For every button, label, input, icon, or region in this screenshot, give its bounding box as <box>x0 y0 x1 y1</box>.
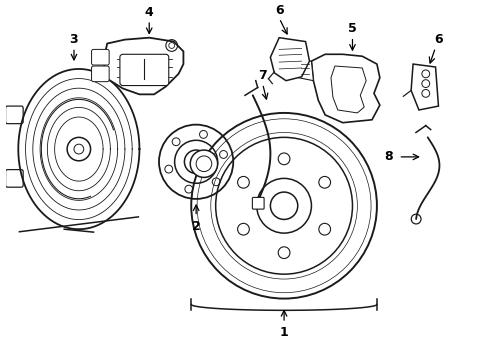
Polygon shape <box>330 66 366 113</box>
FancyBboxPatch shape <box>91 49 109 65</box>
FancyBboxPatch shape <box>252 197 264 209</box>
Text: 7: 7 <box>258 69 266 82</box>
FancyBboxPatch shape <box>5 170 23 187</box>
FancyBboxPatch shape <box>91 66 109 82</box>
Text: 6: 6 <box>433 33 442 46</box>
Polygon shape <box>270 38 309 81</box>
Text: 4: 4 <box>144 6 153 19</box>
Text: 1: 1 <box>279 326 288 339</box>
FancyBboxPatch shape <box>120 54 168 86</box>
Polygon shape <box>311 54 379 123</box>
FancyBboxPatch shape <box>5 106 23 124</box>
Circle shape <box>190 150 217 177</box>
Polygon shape <box>410 64 438 110</box>
Text: 5: 5 <box>347 22 356 35</box>
Polygon shape <box>103 38 183 94</box>
Text: 8: 8 <box>384 150 392 163</box>
Text: 6: 6 <box>274 4 283 17</box>
Text: 2: 2 <box>191 220 200 233</box>
Text: 3: 3 <box>69 33 78 46</box>
Polygon shape <box>298 61 313 81</box>
